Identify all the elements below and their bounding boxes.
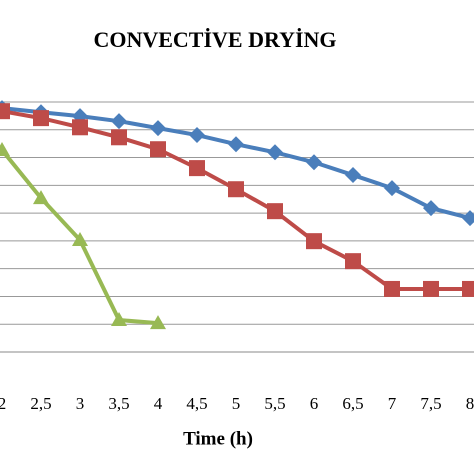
data-point: [111, 312, 127, 327]
data-point: [267, 203, 283, 220]
x-tick-label: 6,5: [342, 394, 363, 413]
data-point: [189, 127, 205, 144]
data-point: [384, 180, 400, 197]
data-point: [150, 141, 166, 158]
data-point: [462, 210, 474, 227]
data-point: [345, 253, 361, 270]
data-point: [267, 144, 283, 161]
data-point: [33, 110, 49, 127]
x-tick-label: 3: [76, 394, 85, 413]
data-point: [150, 120, 166, 137]
x-tick-label: 5: [232, 394, 241, 413]
x-tick-label: 5,5: [264, 394, 285, 413]
data-point: [0, 103, 10, 120]
data-point: [228, 136, 244, 153]
data-point: [228, 181, 244, 198]
data-point: [150, 315, 166, 330]
x-tick-label: 4,5: [186, 394, 207, 413]
data-point: [111, 129, 127, 146]
data-point: [189, 160, 205, 177]
x-tick-label: 8: [466, 394, 474, 413]
data-point: [306, 233, 322, 250]
data-point: [111, 113, 127, 130]
data-point: [462, 280, 474, 297]
x-axis-label: Time (h): [183, 428, 253, 449]
chart-title: CONVECTİVE DRYİNG: [93, 27, 336, 52]
x-tick-label: 2: [0, 394, 6, 413]
x-tick-label: 3,5: [108, 394, 129, 413]
x-tick-label: 7,5: [420, 394, 441, 413]
data-point: [33, 190, 49, 205]
data-point: [306, 154, 322, 171]
data-point: [345, 167, 361, 184]
data-point: [0, 142, 10, 157]
x-tick-label: 6: [310, 394, 319, 413]
data-point: [72, 232, 88, 247]
data-point: [423, 200, 439, 217]
x-tick-label: 7: [388, 394, 397, 413]
x-tick-label: 4: [154, 394, 163, 413]
data-point: [384, 280, 400, 297]
data-point: [72, 119, 88, 136]
x-tick-label: 2,5: [30, 394, 51, 413]
data-point: [423, 280, 439, 297]
